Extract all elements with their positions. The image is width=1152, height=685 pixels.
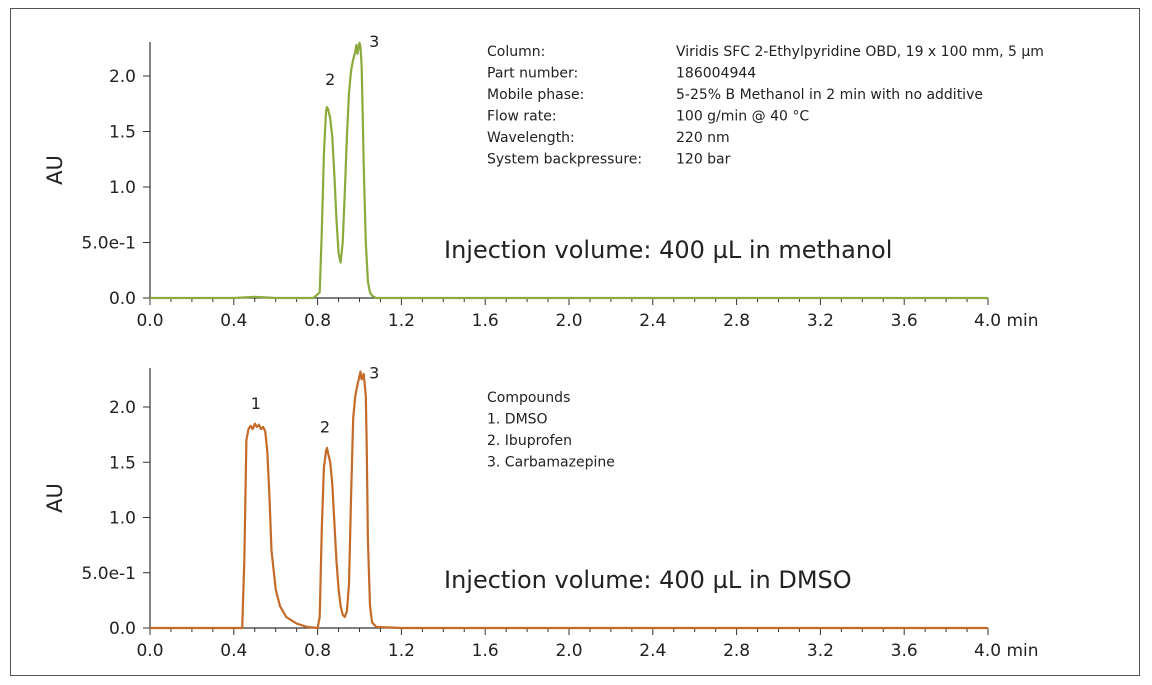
peak-label: 3	[369, 363, 379, 382]
x-tick-label: 3.6	[891, 311, 918, 331]
y-tick-label: 5.0e-1	[82, 234, 136, 254]
info-value: 5-25% B Methanol in 2 min with no additi…	[676, 87, 983, 103]
y-axis-label: AU	[43, 155, 67, 185]
compounds-title: Compounds	[487, 390, 570, 406]
info-key: System backpressure:	[487, 152, 642, 168]
series-line	[150, 41, 988, 300]
info-key: Flow rate:	[487, 109, 557, 125]
compound-item: 2. Ibuprofen	[487, 433, 572, 449]
x-tick-label: 2.4	[639, 641, 666, 661]
x-tick-label: 1.2	[388, 641, 415, 661]
x-tick-label: 0.4	[220, 311, 247, 331]
y-tick-label: 2.0	[109, 67, 136, 87]
info-value: 186004944	[676, 66, 756, 82]
peak-label: 3	[369, 32, 379, 51]
y-tick-label: 1.5	[109, 453, 136, 473]
compound-item: 3. Carbamazepine	[487, 455, 615, 471]
peak-label: 2	[325, 70, 335, 89]
info-key: Mobile phase:	[487, 87, 584, 103]
x-tick-label: 1.2	[388, 311, 415, 331]
figure-frame	[10, 8, 1140, 676]
info-key: Part number:	[487, 66, 578, 82]
x-tick-label: 3.2	[807, 641, 834, 661]
info-value: Viridis SFC 2-Ethylpyridine OBD, 19 x 10…	[676, 44, 1044, 60]
y-tick-label: 5.0e-1	[82, 564, 136, 584]
y-tick-label: 1.0	[109, 509, 136, 529]
x-tick-label: 2.8	[723, 641, 750, 661]
x-tick-label: 3.2	[807, 311, 834, 331]
info-value: 120 bar	[676, 152, 731, 168]
info-key: Wavelength:	[487, 130, 575, 146]
compound-item: 1. DMSO	[487, 412, 548, 428]
peak-label: 2	[320, 417, 330, 436]
y-tick-label: 1.5	[109, 123, 136, 143]
x-tick-label: 0.0	[136, 311, 163, 331]
info-key: Column:	[487, 44, 545, 60]
y-tick-label: 2.0	[109, 398, 136, 418]
x-tick-label: 4.0 min	[974, 641, 1039, 661]
injection-annotation: Injection volume: 400 µL in methanol	[444, 236, 892, 264]
series-line	[150, 370, 988, 630]
x-tick-label: 1.6	[472, 641, 499, 661]
x-tick-label: 0.0	[136, 641, 163, 661]
injection-annotation: Injection volume: 400 µL in DMSO	[444, 566, 852, 594]
x-tick-label: 3.6	[891, 641, 918, 661]
y-axis-label: AU	[43, 483, 67, 513]
y-tick-label: 0.0	[109, 619, 136, 639]
x-tick-label: 0.8	[304, 311, 331, 331]
peak-label: 1	[251, 394, 261, 413]
x-tick-label: 4.0 min	[974, 311, 1039, 331]
x-tick-label: 2.8	[723, 311, 750, 331]
x-tick-label: 0.4	[220, 641, 247, 661]
x-tick-label: 2.4	[639, 311, 666, 331]
y-tick-label: 0.0	[109, 289, 136, 309]
info-value: 100 g/min @ 40 °C	[676, 109, 809, 125]
y-tick-label: 1.0	[109, 178, 136, 198]
x-tick-label: 2.0	[555, 311, 582, 331]
x-tick-label: 0.8	[304, 641, 331, 661]
x-tick-label: 1.6	[472, 311, 499, 331]
x-tick-label: 2.0	[555, 641, 582, 661]
info-value: 220 nm	[676, 130, 730, 146]
